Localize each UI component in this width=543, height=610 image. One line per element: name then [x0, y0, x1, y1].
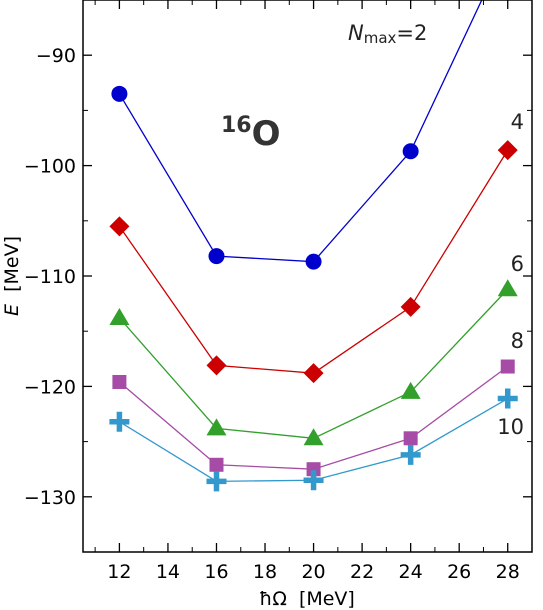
- diamond-marker: [400, 296, 421, 317]
- square-marker: [306, 462, 321, 477]
- y-tick-label: −100: [24, 156, 76, 178]
- series-1: [109, 140, 518, 384]
- plus-marker: [497, 388, 518, 409]
- series-4: [109, 388, 518, 492]
- series-label: 6: [511, 252, 524, 276]
- x-tick-label: 20: [301, 561, 325, 583]
- plus-marker: [109, 411, 130, 432]
- series-2: [109, 279, 518, 446]
- x-tick-label: 22: [350, 561, 374, 583]
- series-0: [111, 0, 483, 270]
- circle-marker: [305, 253, 322, 270]
- x-tick-label: 14: [156, 561, 180, 583]
- x-axis-label: ħΩ [MeV]: [259, 588, 355, 610]
- series-label: 8: [511, 329, 524, 353]
- x-tick-label: 18: [253, 561, 277, 583]
- diamond-marker: [206, 355, 227, 376]
- plus-marker: [400, 444, 421, 465]
- x-tick-label: 16: [204, 561, 228, 583]
- plus-marker: [303, 470, 324, 491]
- y-tick-label: −120: [24, 376, 76, 398]
- triangle-marker: [303, 428, 324, 446]
- triangle-marker: [206, 418, 227, 436]
- circle-marker: [208, 248, 225, 265]
- square-marker: [209, 457, 224, 472]
- y-tick-label: −90: [36, 45, 76, 67]
- circle-marker: [111, 85, 128, 102]
- triangle-marker: [400, 381, 421, 399]
- plus-marker: [206, 471, 227, 492]
- nucleus-title: 16O: [221, 113, 281, 154]
- square-marker: [500, 359, 515, 374]
- square-marker: [112, 374, 127, 389]
- series-label: 4: [511, 110, 524, 134]
- y-axis-label: E [MeV]: [1, 236, 23, 316]
- series-label: Nmax=2: [348, 21, 427, 47]
- series-3: [112, 359, 515, 477]
- diamond-marker: [109, 216, 130, 237]
- x-tick-label: 26: [447, 561, 471, 583]
- series-line: [118, 0, 483, 263]
- x-tick-label: 24: [399, 561, 423, 583]
- triangle-marker: [109, 307, 130, 325]
- series-label: 10: [497, 415, 524, 439]
- diamond-marker: [497, 140, 518, 161]
- x-tick-label: 12: [107, 561, 131, 583]
- diamond-marker: [303, 363, 324, 384]
- y-tick-label: −130: [24, 487, 76, 509]
- square-marker: [403, 431, 418, 446]
- x-tick-label: 28: [496, 561, 520, 583]
- circle-marker: [402, 143, 419, 160]
- y-tick-label: −110: [24, 266, 76, 288]
- triangle-marker: [497, 279, 518, 297]
